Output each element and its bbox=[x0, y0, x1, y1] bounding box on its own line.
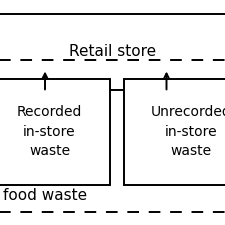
Bar bbox=[124, 79, 225, 184]
Text: Recorded
in-store
waste: Recorded in-store waste bbox=[17, 105, 82, 158]
Text: Retail store: Retail store bbox=[69, 44, 156, 59]
Bar bbox=[0, 14, 225, 90]
Text: food waste: food waste bbox=[3, 188, 87, 203]
Text: Unrecorded
in-store
waste: Unrecorded in-store waste bbox=[151, 105, 225, 158]
Bar bbox=[0, 79, 110, 184]
